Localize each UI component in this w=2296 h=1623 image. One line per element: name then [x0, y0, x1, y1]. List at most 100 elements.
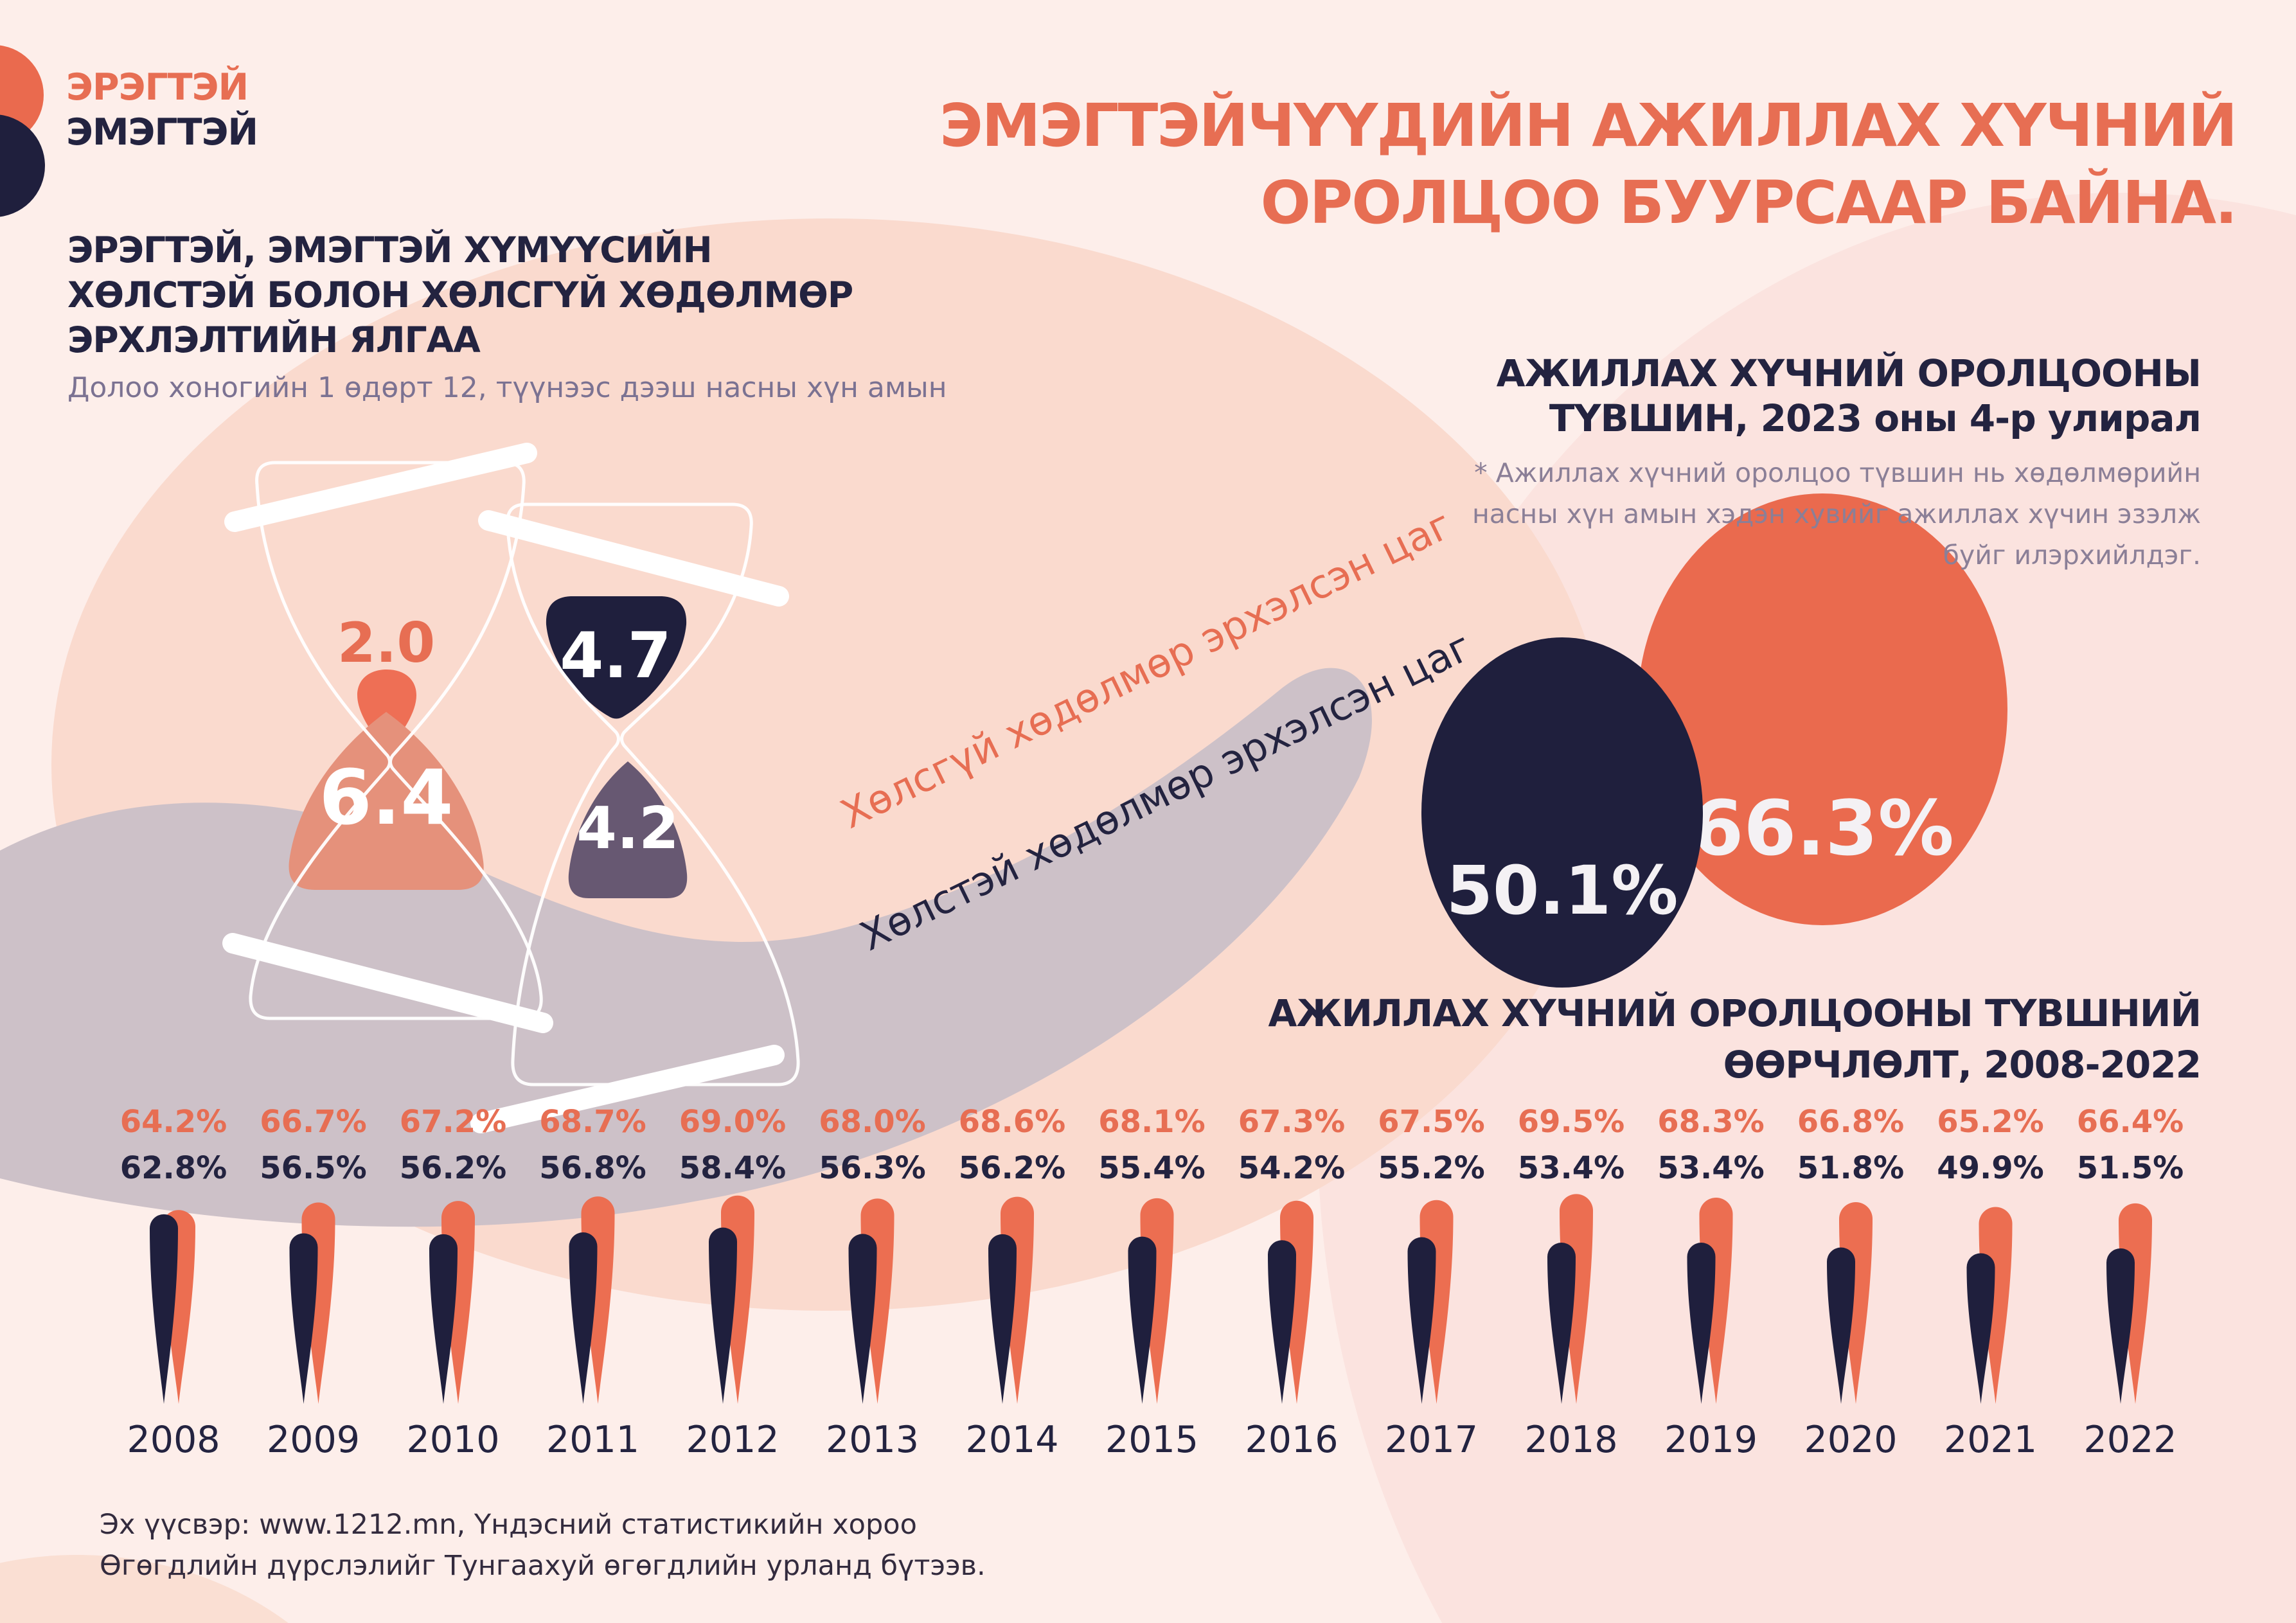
male-drop-2011	[581, 1196, 615, 1404]
year-label-2017: 2017	[1384, 1419, 1479, 1461]
logo-female-text: ЭМЭГТЭЙ	[66, 111, 258, 154]
male-pct-2022: 66.4%	[2076, 1104, 2184, 1140]
female-drop-2015	[1128, 1236, 1157, 1404]
year-label-2016: 2016	[1245, 1419, 1339, 1461]
year-label-2008: 2008	[127, 1419, 220, 1461]
female-drop-2020	[1827, 1247, 1855, 1404]
male-drop-2012	[721, 1195, 754, 1404]
male-pct-2009: 66.7%	[260, 1104, 367, 1140]
female-pct-2014: 56.2%	[958, 1150, 1066, 1186]
mauve-blob	[0, 668, 1372, 1227]
female-drop-2014	[988, 1234, 1017, 1404]
female-paid-value: 4.2	[576, 795, 679, 862]
male-pct-2016: 67.3%	[1238, 1104, 1346, 1140]
logo-female-circle	[0, 114, 45, 217]
trend-title-line-2: ӨӨРЧЛӨЛТ, 2008-2022	[1723, 1043, 2202, 1086]
female-drop-2017	[1407, 1237, 1436, 1404]
female-pct-2008: 62.8%	[120, 1150, 227, 1186]
male-unpaid-sand	[357, 670, 416, 750]
male-pct-2008: 64.2%	[120, 1104, 227, 1140]
year-label-2015: 2015	[1105, 1419, 1199, 1461]
female-drop-2012	[709, 1227, 737, 1404]
female-pct-2022: 51.5%	[2076, 1150, 2184, 1186]
year-label-2018: 2018	[1524, 1419, 1618, 1461]
male-drop-2017	[1419, 1200, 1454, 1404]
male-drop-2008	[162, 1210, 195, 1404]
source-line-1: Эх үүсвэр: www.1212.mn, Үндэсний статист…	[100, 1509, 917, 1541]
male-drop-2016	[1280, 1200, 1313, 1404]
male-drop-2022	[2119, 1203, 2152, 1404]
year-label-2012: 2012	[686, 1419, 779, 1461]
female-drop-2013	[848, 1234, 877, 1404]
female-pct-2013: 56.3%	[819, 1150, 926, 1186]
male-hourglass-outline	[249, 461, 543, 1020]
male-pct-2019: 68.3%	[1657, 1104, 1765, 1140]
female-pct-2010: 56.2%	[399, 1150, 507, 1186]
male-pct-2014: 68.6%	[958, 1104, 1066, 1140]
female-pct-2016: 54.2%	[1238, 1150, 1346, 1186]
main-title-line-1: ЭМЭГТЭЙЧҮҮДИЙН АЖИЛЛАХ ХҮЧНИЙ	[939, 91, 2238, 160]
male-pct-2010: 67.2%	[399, 1104, 507, 1140]
left-title-line-1: ЭРЭГТЭЙ, ЭМЭГТЭЙ ХҮМҮҮСИЙН	[67, 229, 713, 270]
year-label-2009: 2009	[266, 1419, 360, 1461]
left-title-line-2: ХӨЛСТЭЙ БОЛОН ХӨЛСГҮЙ ХӨДӨЛМӨР	[67, 274, 853, 315]
female-pct-2017: 55.2%	[1378, 1150, 1485, 1186]
female-unpaid-value: 4.7	[560, 619, 672, 693]
female-drop-2022	[2106, 1248, 2135, 1404]
female-drop-2011	[569, 1232, 598, 1404]
logo-male-text: ЭРЭГТЭЙ	[66, 66, 249, 109]
female-participation-value: 50.1%	[1446, 851, 1678, 930]
left-title-line-3: ЭРХЛЭЛТИЙН ЯЛГАА	[67, 319, 481, 360]
male-hourglass-bottom-plank	[222, 933, 553, 1033]
male-drop-2020	[1839, 1202, 1873, 1404]
female-participation-circle: 50.1%	[1421, 637, 1703, 988]
year-label-2014: 2014	[965, 1419, 1059, 1461]
female-pct-2018: 53.4%	[1517, 1150, 1625, 1186]
male-pct-2017: 67.5%	[1378, 1104, 1485, 1140]
female-pct-2021: 49.9%	[1937, 1150, 2044, 1186]
participation-title-line-1: АЖИЛЛАХ ХҮЧНИЙ ОРОЛЦООНЫ	[1496, 351, 2202, 395]
male-pct-2020: 66.8%	[1797, 1104, 1905, 1140]
male-pct-2015: 68.1%	[1098, 1104, 1206, 1140]
participation-note-line-2: насны хүн амын хэдэн хувийг ажиллах хүчи…	[1472, 499, 2201, 529]
female-pct-2009: 56.5%	[260, 1150, 367, 1186]
male-drop-2018	[1560, 1194, 1593, 1404]
year-label-2013: 2013	[825, 1419, 920, 1461]
year-label-2021: 2021	[1943, 1419, 2038, 1461]
participation-title-line-2: ТҮВШИН, 2023 оны 4-р улирал	[1549, 396, 2202, 440]
main-title-line-2: ОРОЛЦОО БУУРСААР БАЙНА.	[1260, 168, 2238, 237]
male-pct-2012: 69.0%	[679, 1104, 787, 1140]
participation-note-line-1: * Ажиллах хүчний оролцоо түвшин нь хөдөл…	[1474, 457, 2201, 488]
male-pct-2021: 65.2%	[1937, 1104, 2044, 1140]
female-pct-2020: 51.8%	[1797, 1150, 1905, 1186]
male-paid-value: 6.4	[319, 753, 454, 842]
male-drop-2014	[1001, 1196, 1034, 1404]
male-drop-2009	[301, 1202, 335, 1404]
female-drop-2016	[1268, 1240, 1296, 1404]
male-drop-2013	[860, 1198, 894, 1404]
year-label-2011: 2011	[546, 1419, 640, 1461]
male-hourglass-top-plank	[224, 443, 537, 532]
male-pct-2013: 68.0%	[819, 1104, 926, 1140]
male-unpaid-value: 2.0	[337, 611, 436, 675]
year-label-2020: 2020	[1804, 1419, 1898, 1461]
female-drop-2021	[1966, 1253, 1995, 1404]
left-subtitle: Долоо хоногийн 1 өдөрт 12, түүнээс дээш …	[67, 371, 947, 404]
source-line-2: Өгөгдлийн дүрслэлийг Тунгаахуй өгөгдлийн…	[100, 1550, 986, 1582]
male-drop-2019	[1699, 1197, 1733, 1404]
female-pct-2012: 58.4%	[679, 1150, 787, 1186]
female-pct-2015: 55.4%	[1098, 1150, 1206, 1186]
male-drop-2015	[1140, 1198, 1174, 1404]
male-pct-2018: 69.5%	[1517, 1104, 1625, 1140]
male-drop-2021	[1979, 1207, 2013, 1404]
female-pct-2011: 56.8%	[539, 1150, 646, 1186]
year-label-2010: 2010	[406, 1419, 500, 1461]
year-label-2022: 2022	[2083, 1419, 2177, 1461]
female-drop-2019	[1687, 1243, 1716, 1404]
female-drop-2010	[429, 1234, 458, 1404]
female-pct-2019: 53.4%	[1657, 1150, 1765, 1186]
trend-title-line-1: АЖИЛЛАХ ХҮЧНИЙ ОРОЛЦООНЫ ТҮВШНИЙ	[1268, 991, 2202, 1035]
female-drop-2008	[150, 1214, 178, 1404]
year-label-2019: 2019	[1664, 1419, 1758, 1461]
